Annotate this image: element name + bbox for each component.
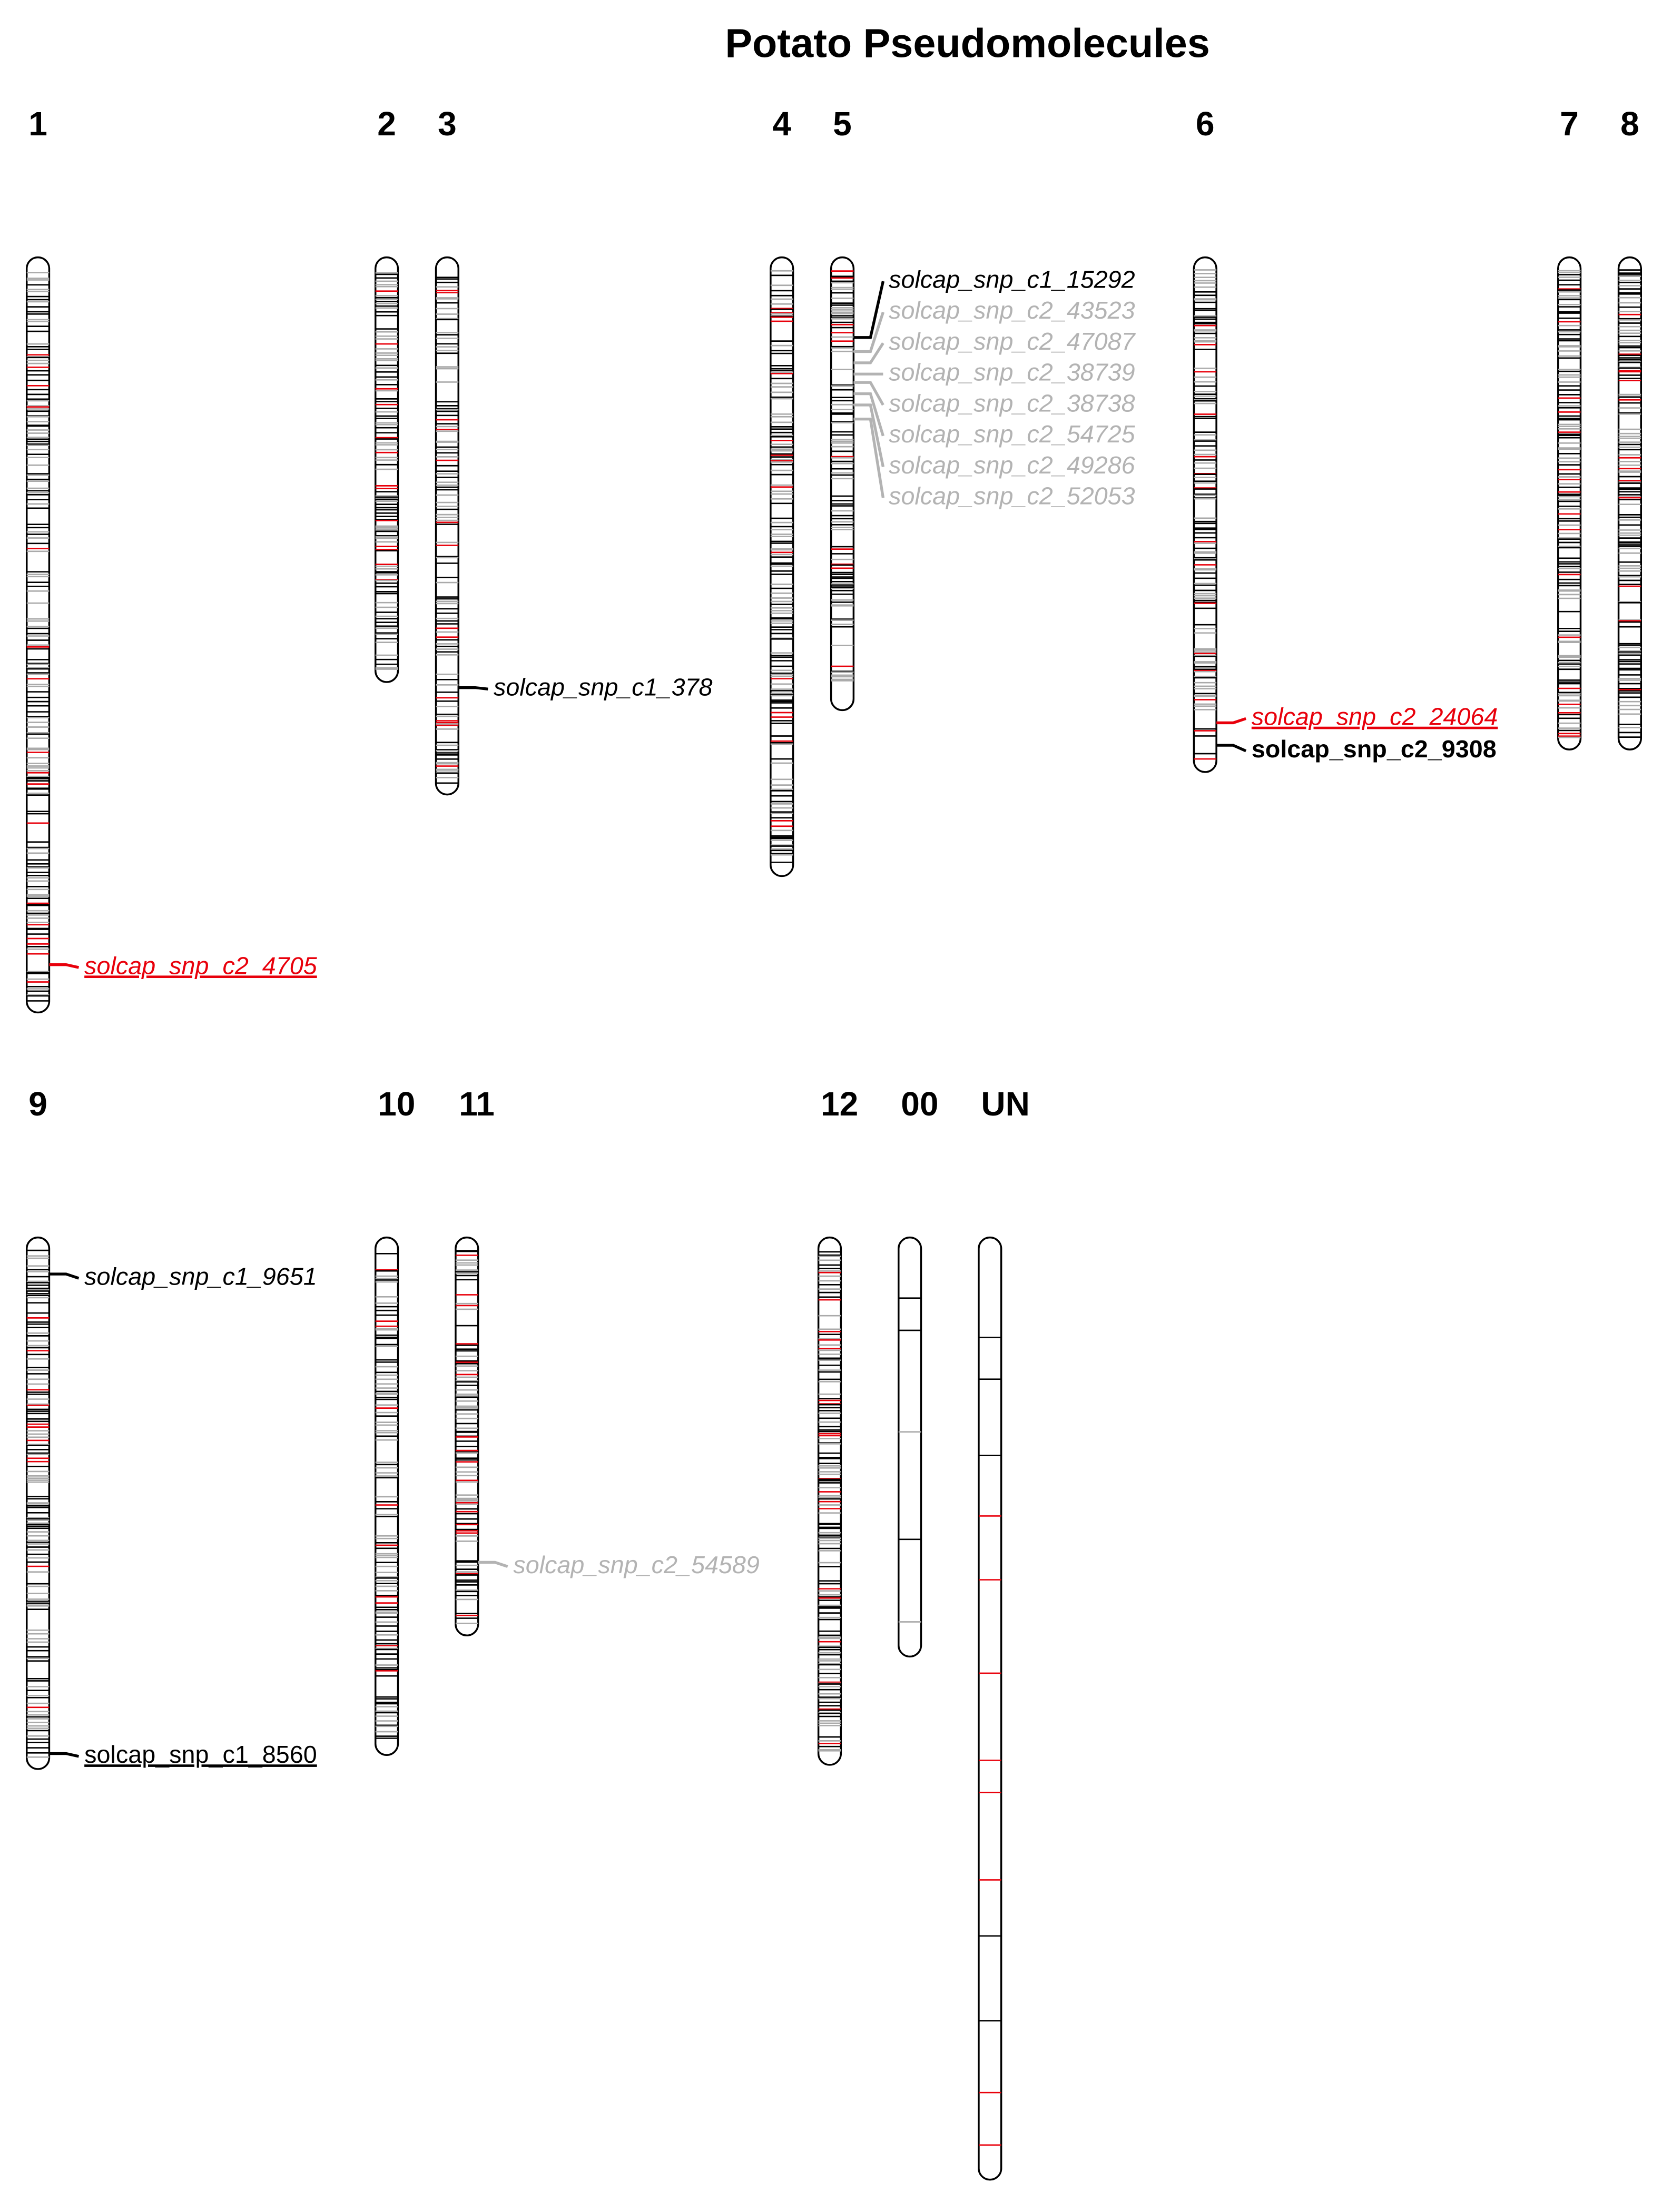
chromosome-label: 8 — [1620, 105, 1639, 143]
marker-label: solcap_snp_c1_15292 — [889, 265, 1135, 293]
marker-line — [49, 1272, 80, 1280]
marker-label: solcap_snp_c1_8560 — [84, 1741, 317, 1768]
chromosome-label: 3 — [438, 105, 457, 143]
marker-label: solcap_snp_c2_9308 — [1252, 735, 1497, 763]
chromosome-label: 9 — [28, 1085, 47, 1123]
marker-line — [49, 1752, 80, 1758]
marker-line — [853, 342, 884, 364]
marker-label: solcap_snp_c2_47087 — [889, 328, 1136, 355]
chromosome-label: 2 — [377, 105, 396, 143]
chromosome-label: 11 — [459, 1085, 495, 1123]
chromosome-label: UN — [981, 1085, 1030, 1123]
marker-label: solcap_snp_c2_49286 — [889, 451, 1135, 479]
chromosome — [978, 1236, 1002, 2181]
chromosome — [1617, 256, 1643, 750]
marker-label: solcap_snp_c2_54589 — [513, 1551, 760, 1578]
chromosome-label: 7 — [1560, 105, 1579, 143]
marker-label: solcap_snp_c2_4705 — [84, 952, 318, 979]
marker-line — [853, 418, 885, 498]
chromosome-label: 12 — [821, 1085, 858, 1123]
marker-label: solcap_snp_c2_38739 — [889, 359, 1135, 386]
chromosome-label: 00 — [901, 1085, 938, 1123]
chromosome-label: 10 — [378, 1085, 415, 1123]
marker-label: solcap_snp_c2_24064 — [1252, 703, 1498, 730]
chromosome-label: 4 — [772, 105, 791, 143]
title: Potato Pseudomolecules — [725, 21, 1209, 66]
marker-label: solcap_snp_c1_378 — [494, 674, 713, 701]
marker-label: solcap_snp_c2_54725 — [889, 420, 1136, 448]
marker-line — [853, 281, 885, 339]
marker-line — [853, 403, 885, 467]
marker-label: solcap_snp_c1_9651 — [84, 1262, 317, 1290]
chromosome-label: 6 — [1196, 105, 1215, 143]
marker-line — [478, 1561, 508, 1568]
marker-line — [853, 381, 884, 406]
chromosome-label: 1 — [28, 105, 47, 143]
marker-label: solcap_snp_c2_38738 — [889, 389, 1135, 417]
chromosome — [898, 1236, 922, 1658]
marker-line — [853, 311, 884, 353]
marker-line — [49, 963, 80, 969]
chromosome — [435, 256, 459, 796]
chromosome — [830, 256, 855, 712]
marker-label: solcap_snp_c2_52053 — [889, 482, 1135, 510]
marker-line — [458, 686, 488, 690]
marker-label: solcap_snp_c2_43523 — [889, 297, 1135, 324]
marker-line — [1216, 744, 1247, 753]
chromosome — [1557, 256, 1582, 750]
chromosome-label: 5 — [833, 105, 852, 143]
marker-line — [1216, 717, 1246, 725]
marker-line — [853, 392, 884, 437]
